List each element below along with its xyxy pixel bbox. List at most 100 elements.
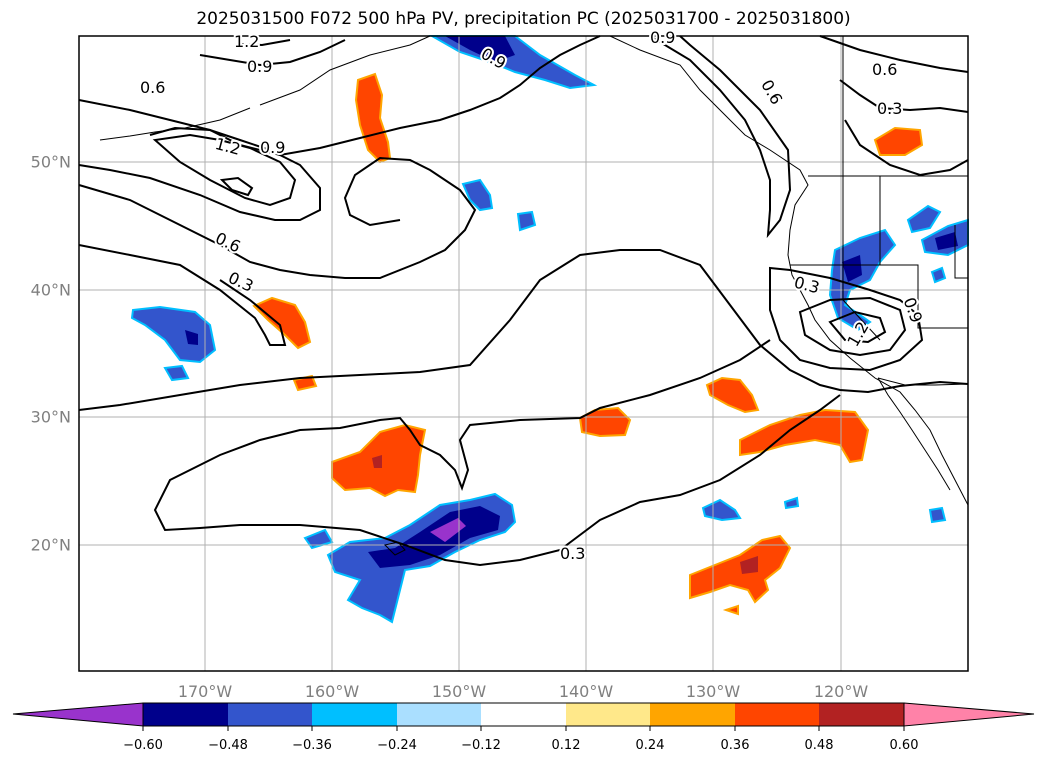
precip-area-negative: [461, 178, 494, 212]
precip-area-positive-core: [372, 455, 382, 468]
border-states-4: [954, 225, 968, 279]
latitude-label: 20°N: [30, 535, 71, 555]
longitude-label: 120°W: [813, 682, 869, 701]
precip-area-negative: [828, 228, 897, 332]
colorbar-tick-label: −0.48: [208, 738, 248, 753]
latitude-label: 30°N: [30, 407, 71, 427]
colorbar-segment: [819, 703, 904, 726]
contour-inner-loop: [219, 176, 254, 197]
contour-label: 0.9: [260, 138, 285, 157]
precip-area-positive: [739, 408, 870, 464]
precip-area-positive-core: [740, 556, 758, 574]
colorbar-tick-label: 0.24: [635, 738, 665, 753]
coastline-north-america: [609, 35, 969, 506]
contour-label: 0.9: [650, 28, 675, 47]
colorbar-segment: [312, 703, 397, 726]
graticule: [79, 36, 968, 671]
precip-area-negative: [130, 305, 217, 364]
contour-0-3-south: [78, 249, 969, 411]
contour-label: 1.2: [213, 134, 243, 159]
contour-ne-loop: [844, 119, 969, 177]
precip-area-negative-core: [935, 232, 958, 250]
colorbar-segment: [650, 703, 735, 726]
precip-area-negative: [783, 496, 800, 510]
colorbar-tick-label: −0.24: [377, 738, 417, 753]
contour-label: 0.6: [872, 60, 897, 79]
colorbar-extend-max: [903, 702, 1035, 727]
precip-area-positive: [252, 296, 312, 350]
contour-0-3-north: [78, 244, 287, 346]
colorbar-tick-label: −0.12: [461, 738, 501, 753]
contour-0-9-top: [199, 39, 346, 67]
colorbar-tick-label: 0.36: [720, 738, 750, 753]
colorbar-tick-label: −0.36: [292, 738, 332, 753]
colorbar: [12, 702, 1035, 731]
longitude-label: 130°W: [685, 682, 741, 701]
colorbar-segment: [735, 703, 819, 726]
contour-0-9-west: [78, 126, 321, 221]
precip-area-positive: [705, 376, 760, 414]
precip-area-negative: [516, 210, 537, 232]
longitude-label: 140°W: [558, 682, 614, 701]
contour-label-group: 1.2 0.9 0.9 0.6 1.2 0.9 0.6 0.3 0.6 0.3 …: [138, 26, 928, 565]
contour-0-6-west: [78, 156, 477, 279]
contour-label: 0.3: [877, 99, 902, 118]
map-frame: [78, 35, 969, 672]
contour-top-left: [239, 39, 291, 47]
contour-0-6-ne: [819, 35, 969, 73]
colorbar-segment: [397, 703, 481, 726]
border-states-1: [879, 176, 968, 329]
contour-0-6-east: [649, 35, 792, 239]
contour-0-3-ne: [839, 79, 969, 113]
longitude-label: 170°W: [177, 682, 233, 701]
longitude-label: 160°W: [304, 682, 360, 701]
colorbar-frame: [142, 702, 905, 727]
colorbar-segment: [228, 703, 312, 726]
precip-area-negative-core: [445, 36, 515, 62]
colorbar-segment: [481, 703, 566, 726]
colorbar-extend-min: [12, 702, 144, 727]
contour-0-6-ca: [769, 266, 924, 372]
coastlines: [99, 35, 969, 556]
latitude-label: 50°N: [30, 152, 71, 172]
precip-area-negative-purple: [430, 518, 466, 542]
precip-area-positive: [722, 604, 739, 616]
contour-1-2-west: [152, 133, 297, 207]
colorbar-segment: [143, 703, 228, 726]
colorbar-ticks: [142, 726, 905, 731]
precip-area-negative: [428, 35, 598, 90]
coastline-hawaii: [384, 541, 406, 556]
colorbar-tick-label: 0.12: [551, 738, 581, 753]
contour-0-9-ca: [798, 296, 907, 357]
colorbar-tick-label: 0.48: [804, 738, 834, 753]
map-title: 2025031500 F072 500 hPa PV, precipitatio…: [196, 9, 851, 29]
contour-1-2-ca: [828, 310, 887, 344]
colorbar-tick-label: −0.60: [123, 738, 163, 753]
precip-area-negative: [928, 506, 947, 524]
contour-0-3-loop: [153, 339, 841, 567]
precip-area-negative-core: [185, 330, 198, 345]
contour-label: 0.6: [212, 228, 243, 256]
precip-area-positive: [354, 72, 392, 164]
longitude-label: 150°W: [431, 682, 487, 701]
coastline-baja: [877, 377, 951, 491]
contour-label: 1.2: [234, 32, 259, 51]
latitude-label: 40°N: [30, 280, 71, 300]
precip-area-negative: [701, 498, 742, 522]
precip-area-negative: [163, 364, 190, 382]
colorbar-segment: [566, 703, 650, 726]
coastline-alaska: [259, 35, 431, 106]
colorbar-tick-label: 0.60: [889, 738, 919, 753]
contour-label: 0.6: [757, 76, 786, 108]
precip-area-negative: [930, 266, 947, 284]
contour-label: 0.9: [247, 57, 272, 76]
precip-area-negative-core: [842, 255, 862, 282]
precip-area-positive: [873, 126, 924, 156]
precip-area-negative: [906, 204, 942, 234]
contour-0-6-upper: [78, 35, 601, 157]
contour-label: 0.3: [560, 544, 585, 563]
contour-label: 0.3: [225, 268, 256, 296]
precip-area-positive: [689, 534, 792, 604]
contour-label: 0.6: [140, 78, 165, 97]
